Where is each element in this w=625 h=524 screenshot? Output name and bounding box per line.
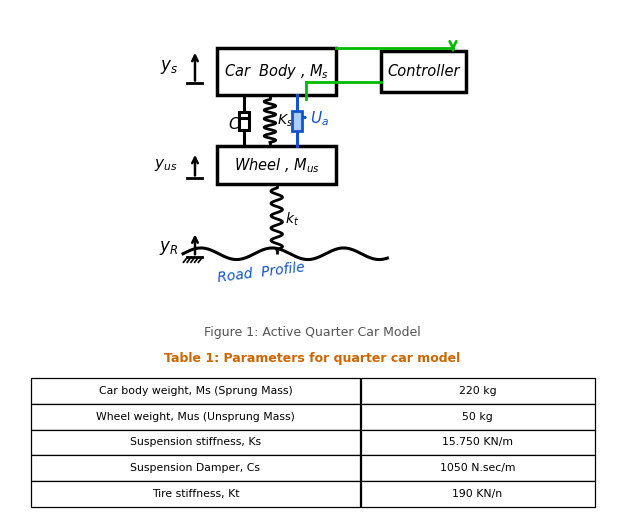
Bar xyxy=(361,430,594,455)
Bar xyxy=(31,455,361,481)
Bar xyxy=(361,481,594,507)
Bar xyxy=(361,403,594,430)
Text: 220 kg: 220 kg xyxy=(459,386,496,396)
Bar xyxy=(381,51,466,92)
Text: $k_t$: $k_t$ xyxy=(285,210,299,227)
Text: C: C xyxy=(229,117,239,132)
Bar xyxy=(292,111,302,130)
Text: $U_a$: $U_a$ xyxy=(311,109,329,127)
Text: Car  Body , $M_s$: Car Body , $M_s$ xyxy=(224,62,329,81)
Text: $y_s$: $y_s$ xyxy=(160,58,178,76)
Text: Wheel weight, Mus (Unsprung Mass): Wheel weight, Mus (Unsprung Mass) xyxy=(96,412,295,422)
Bar xyxy=(217,48,336,95)
Bar xyxy=(361,455,594,481)
Text: $y_R$: $y_R$ xyxy=(159,238,178,257)
Bar xyxy=(31,430,361,455)
Bar xyxy=(217,147,336,184)
Text: Wheel , $M_{us}$: Wheel , $M_{us}$ xyxy=(234,156,320,174)
Bar xyxy=(31,481,361,507)
Bar xyxy=(31,378,361,403)
Bar xyxy=(239,112,249,130)
Text: 50 kg: 50 kg xyxy=(462,412,493,422)
Bar xyxy=(31,403,361,430)
Text: Figure 1: Active Quarter Car Model: Figure 1: Active Quarter Car Model xyxy=(204,325,421,339)
Text: 15.750 KN/m: 15.750 KN/m xyxy=(442,438,513,447)
Text: $K_s$: $K_s$ xyxy=(278,113,293,129)
Text: Suspension Damper, Cs: Suspension Damper, Cs xyxy=(131,463,261,473)
Text: Car body weight, Ms (Sprung Mass): Car body weight, Ms (Sprung Mass) xyxy=(99,386,292,396)
Text: 190 KN/n: 190 KN/n xyxy=(452,489,503,499)
Bar xyxy=(361,378,594,403)
Text: Road  Profile: Road Profile xyxy=(217,260,306,285)
Text: $y_{us}$: $y_{us}$ xyxy=(154,157,178,173)
Text: Controller: Controller xyxy=(387,64,459,79)
Text: Table 1: Parameters for quarter car model: Table 1: Parameters for quarter car mode… xyxy=(164,352,461,365)
Text: 1050 N.sec/m: 1050 N.sec/m xyxy=(440,463,515,473)
Text: Tire stiffness, Kt: Tire stiffness, Kt xyxy=(152,489,239,499)
Text: Suspension stiffness, Ks: Suspension stiffness, Ks xyxy=(130,438,261,447)
